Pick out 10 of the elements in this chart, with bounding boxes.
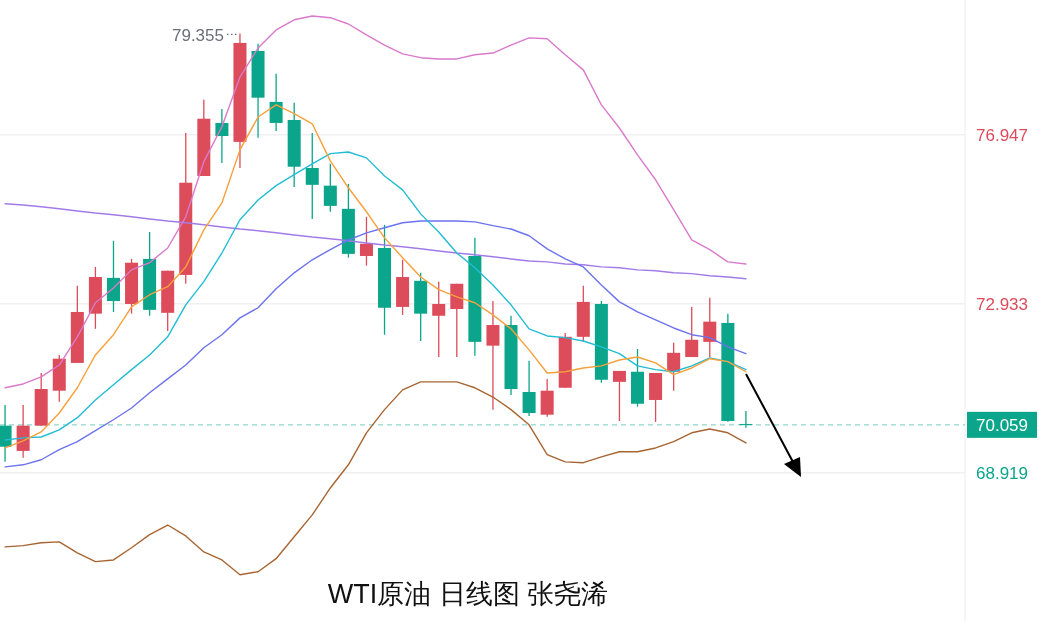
- line-series: [4, 220, 747, 468]
- ref-line-label: 70.059: [976, 415, 1028, 435]
- line-series: [4, 203, 747, 280]
- y-tick-label: 76.947: [976, 125, 1028, 145]
- line-series: [4, 381, 747, 576]
- y-tick-label: 72.933: [976, 294, 1028, 314]
- line-series: [4, 15, 747, 389]
- y-tick-label: 68.919: [976, 463, 1028, 483]
- text: WTI原油 日线图 张尧浠: [327, 579, 609, 609]
- annotation: 79.355: [171, 26, 224, 46]
